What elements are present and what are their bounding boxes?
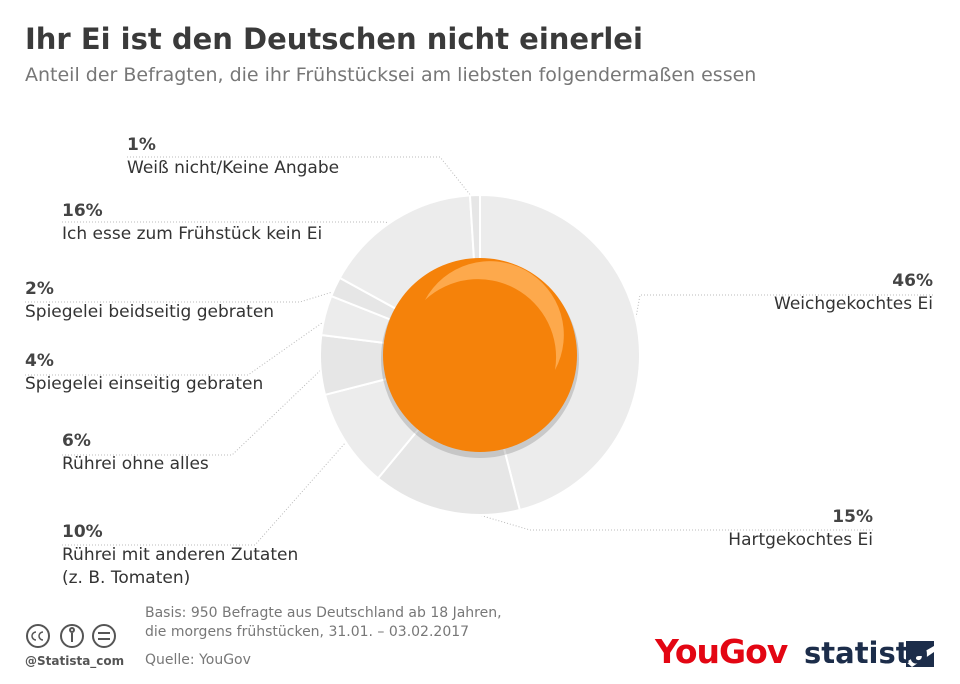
category-label: Weiß nicht/Keine Angabe (127, 158, 340, 178)
leader-line (25, 288, 341, 303)
value-label: 16% (62, 201, 103, 221)
slice-label: 4% Spiegelei einseitig gebraten (25, 350, 263, 396)
statista-mark (906, 641, 934, 667)
category-label: Rührei mit anderen Zutaten (z. B. Tomate… (62, 545, 299, 588)
leader-line (446, 504, 873, 531)
slice-label: 10% Rührei mit anderen Zutaten (z. B. Tom… (62, 521, 298, 590)
note-line: Basis: 950 Befragte aus Deutschland ab 1… (145, 605, 502, 621)
category-label: Spiegelei einseitig gebraten (25, 374, 264, 394)
leader-line (62, 437, 351, 546)
slice-label: 6% Rührei ohne alles (62, 430, 209, 476)
chart-subtitle: Anteil der Befragten, die ihr Frühstücks… (25, 64, 757, 86)
yolk-highlight (425, 261, 564, 370)
value-label: 15% (832, 507, 873, 527)
value-label: 6% (62, 431, 91, 451)
slice-label: 16% Ich esse zum Frühstück kein Ei (62, 200, 322, 246)
value-label: 1% (127, 135, 156, 155)
yolk (383, 258, 577, 452)
slice-label: 1% Weiß nicht/Keine Angabe (127, 134, 339, 180)
value-label: 2% (25, 279, 54, 299)
logo-statista: statista (804, 636, 930, 670)
category-label: Weichgekochtes Ei (774, 294, 933, 314)
category-label: Hartgekochtes Ei (728, 530, 873, 550)
leader-line (127, 156, 476, 202)
slice-label: 46% Weichgekochtes Ei (774, 270, 933, 316)
slice-label: 2% Spiegelei beidseitig gebraten (25, 278, 274, 324)
cc-icons (26, 624, 116, 648)
handle: @Statista_com (25, 654, 125, 668)
source: Quelle: YouGov (145, 652, 251, 668)
leader-line (25, 316, 332, 376)
logo-yougov: YouGov (655, 632, 788, 671)
note-line: die morgens frühstücken, 31.01. – 03.02.… (145, 624, 470, 640)
value-label: 46% (892, 271, 933, 291)
category-label: Spiegelei beidseitig gebraten (25, 302, 275, 322)
category-label: Ich esse zum Frühstück kein Ei (62, 224, 323, 244)
slice-label: 15% Hartgekochtes Ei (728, 506, 873, 552)
value-label: 4% (25, 351, 54, 371)
value-label: 10% (62, 522, 103, 542)
note: Basis: 950 Befragte aus Deutschland ab 1… (145, 604, 502, 642)
category-label: Rührei ohne alles (62, 454, 209, 474)
chart-title: Ihr Ei ist den Deutschen nicht einerlei (25, 22, 643, 56)
